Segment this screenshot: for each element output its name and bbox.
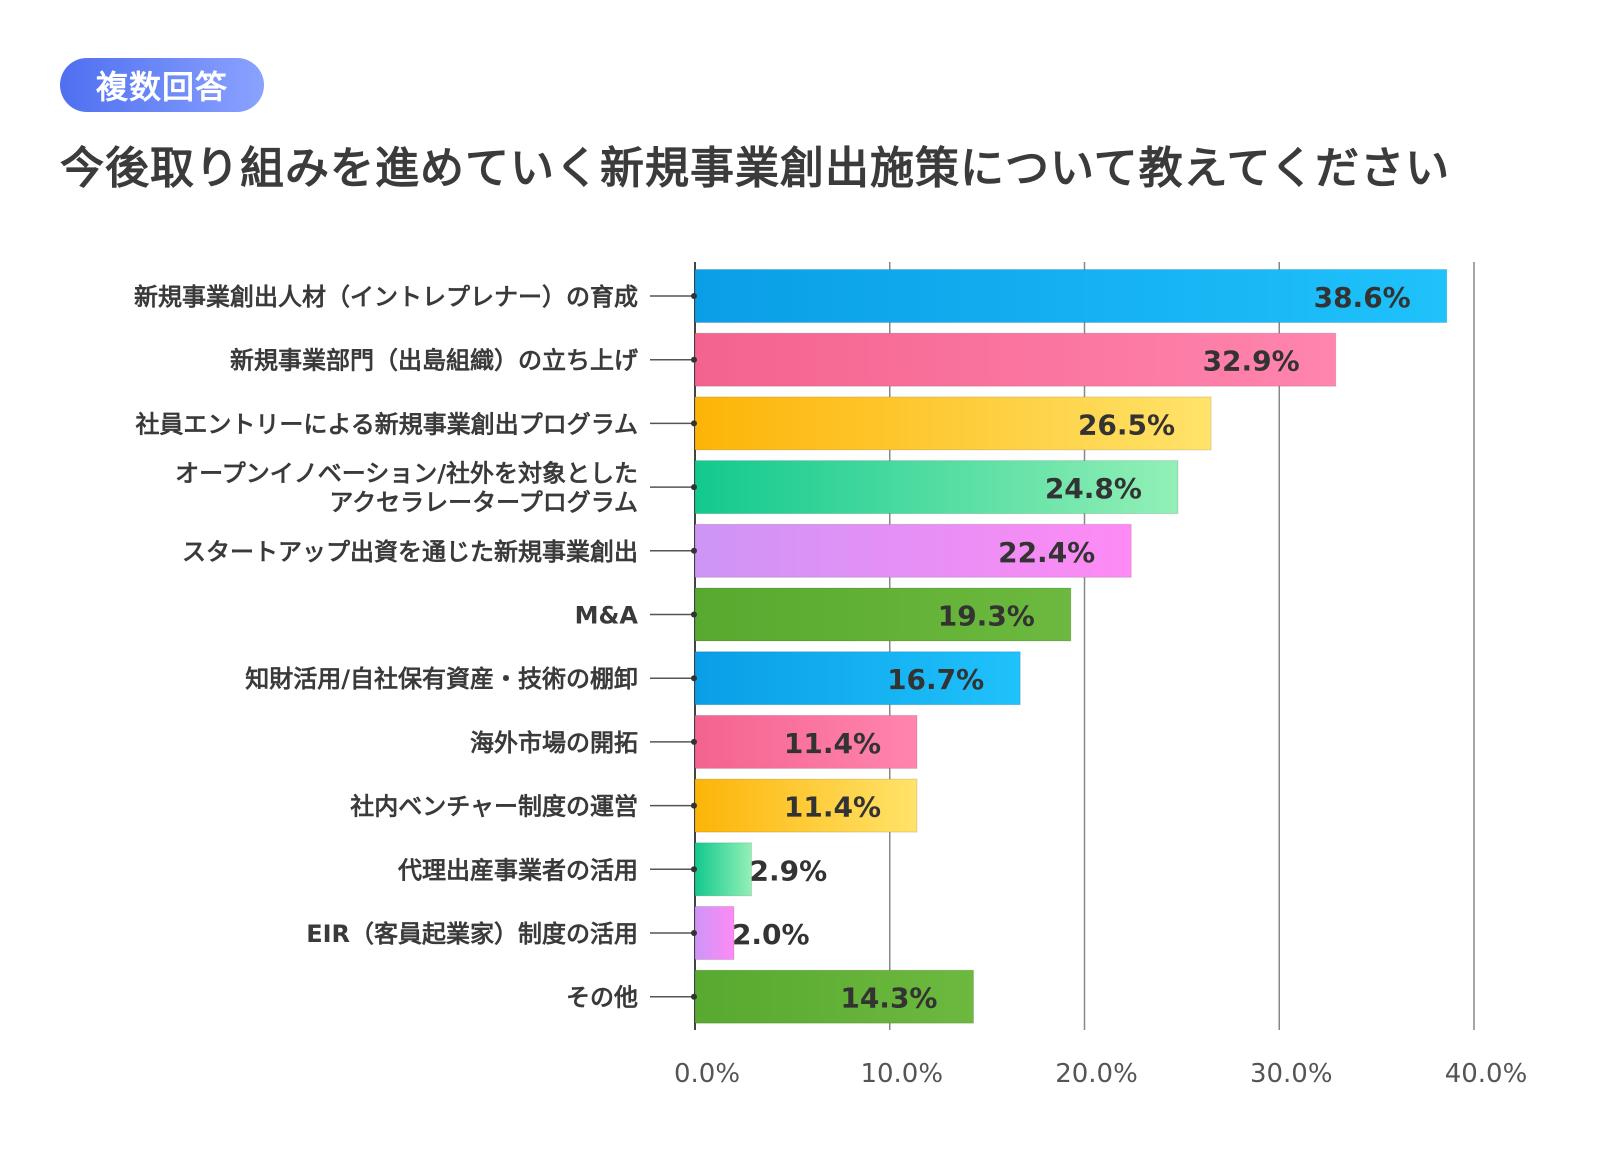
leader-dot: [691, 547, 697, 554]
bars: [650, 269, 1448, 1024]
bar: [694, 906, 735, 960]
category-label-line: 代理出産事業者の活用: [397, 856, 638, 884]
bar: [694, 396, 1212, 451]
data-label: 24.8%: [1045, 472, 1142, 505]
bar: [694, 269, 1448, 323]
bar: [694, 460, 1179, 515]
data-label: 11.4%: [784, 791, 881, 824]
leader-dot: [691, 802, 697, 809]
category-label: EIR（客員起業家）制度の活用: [306, 920, 638, 948]
x-tick-label: 0.0%: [674, 1059, 740, 1089]
gridlines: [694, 262, 1475, 1030]
bar: [694, 842, 752, 897]
category-label: スタートアップ出資を通じた新規事業創出: [182, 538, 638, 566]
data-label: 22.4%: [998, 536, 1095, 569]
leader-dot: [691, 293, 697, 299]
category-label: 代理出産事業者の活用: [397, 856, 638, 884]
leader-dot: [691, 993, 697, 1000]
bar: [694, 969, 974, 1024]
category-label: その他: [566, 984, 638, 1012]
bar: [694, 332, 1337, 387]
data-label: 26.5%: [1078, 408, 1175, 441]
category-label: 知財活用/自社保有資産・技術の棚卸: [245, 665, 638, 693]
leader-dot: [691, 356, 697, 363]
category-label-line: その他: [566, 984, 638, 1012]
category-label: 新規事業部門（出島組織）の立ち上げ: [230, 347, 639, 375]
bar: [694, 778, 918, 833]
tick-labels: 0.0% 10.0% 20.0% 30.0% 40.0%: [674, 1059, 1527, 1089]
category-label-line: 社員エントリーによる新規事業創出プログラム: [135, 410, 638, 438]
category-label: 海外市場の開拓: [470, 729, 638, 757]
bar: [694, 587, 1072, 642]
category-label-line: 海外市場の開拓: [470, 729, 638, 757]
category-label: オープンイノベーション/社外を対象としたアクセラレータープログラム: [175, 460, 638, 517]
category-label-line: 新規事業創出人材（イントレプレナー）の育成: [134, 283, 638, 311]
category-label-line: 社内ベンチャー制度の運営: [350, 793, 638, 821]
multiple-answer-badge: 複数回答: [60, 58, 264, 112]
x-tick-label: 20.0%: [1055, 1059, 1138, 1089]
category-labels: 新規事業創出人材（イントレプレナー）の育成新規事業部門（出島組織）の立ち上げ社員…: [134, 283, 639, 1012]
category-label-line: アクセラレータープログラム: [329, 489, 638, 517]
leader-dot: [691, 930, 697, 936]
category-label-line: 知財活用/自社保有資産・技術の棚卸: [245, 665, 638, 693]
bar: [694, 714, 918, 769]
data-label: 32.9%: [1203, 345, 1300, 378]
data-label: 19.3%: [938, 600, 1035, 633]
data-label: 16.7%: [887, 663, 984, 696]
x-tick-label: 40.0%: [1445, 1059, 1528, 1089]
data-label: 11.4%: [784, 727, 881, 760]
category-label-line: オープンイノベーション/社外を対象とした: [175, 460, 638, 488]
leader-dot: [691, 420, 697, 427]
value-labels: 38.6%32.9%26.5%24.8%22.4%19.3%16.7%11.4%…: [732, 281, 1411, 1015]
data-label: 38.6%: [1314, 281, 1411, 314]
category-label: M&A: [575, 602, 639, 630]
x-tick-label: 30.0%: [1250, 1059, 1333, 1089]
leader-dot: [691, 675, 697, 682]
category-label: 新規事業創出人材（イントレプレナー）の育成: [134, 283, 638, 311]
category-label-line: スタートアップ出資を通じた新規事業創出: [182, 538, 638, 566]
category-label: 社員エントリーによる新規事業創出プログラム: [135, 410, 638, 438]
bar: [694, 651, 1021, 706]
data-label: 14.3%: [840, 982, 937, 1015]
leader-dot: [691, 866, 697, 873]
data-label: 2.0%: [732, 918, 810, 951]
leader-dot: [691, 611, 697, 618]
leader-dot: [691, 738, 697, 745]
x-tick-label: 10.0%: [860, 1059, 943, 1089]
category-label-line: 新規事業部門（出島組織）の立ち上げ: [230, 347, 639, 375]
category-label: 社内ベンチャー制度の運営: [350, 793, 638, 821]
bar: [694, 523, 1132, 578]
data-label: 2.9%: [749, 854, 827, 887]
leader-dot: [691, 484, 697, 491]
category-label-line: EIR（客員起業家）制度の活用: [306, 920, 638, 948]
category-label-line: M&A: [575, 602, 639, 630]
chart-title: 今後取り組みを進めていく新規事業創出施策について教えてください: [60, 143, 1451, 194]
